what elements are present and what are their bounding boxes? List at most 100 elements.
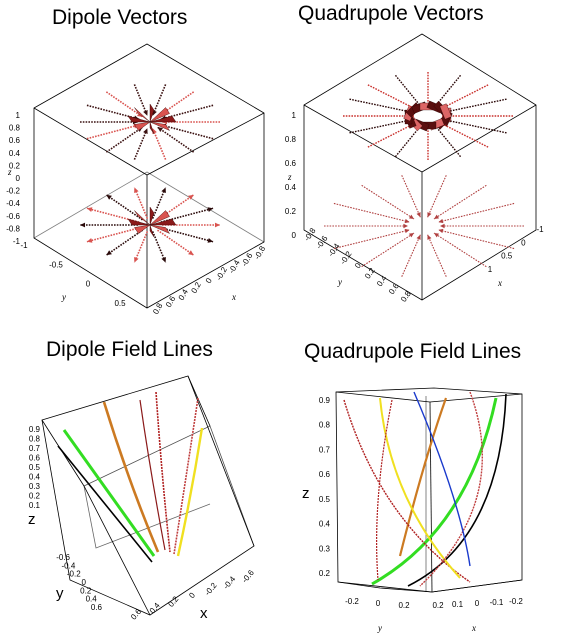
tick-label: -0.6 <box>240 251 255 268</box>
z-axis-ticks: 0.9 0.8 0.7 0.6 0.5 0.4 0.3 0.2 <box>319 396 331 578</box>
vector-arrow <box>86 124 140 140</box>
tick-label: 0.9 <box>29 425 41 434</box>
tick-label: 1 <box>488 265 493 274</box>
tick-label: 0.2 <box>363 266 377 281</box>
vector-arrow <box>437 84 489 111</box>
vector-arrow <box>127 218 151 226</box>
tick-label: 0.5 <box>114 299 126 308</box>
vector-arrowhead <box>106 250 112 256</box>
tick-label: -0.6 <box>56 553 70 562</box>
bounding-box-outline <box>335 387 523 593</box>
tick-label: 0.6 <box>164 294 178 309</box>
vector-arrow <box>439 103 452 120</box>
vector-arrowhead <box>427 212 432 218</box>
vector-arrowhead <box>80 222 86 228</box>
vector-arrow <box>149 121 155 135</box>
quadrupole-vectors-title: Quadrupole Vectors <box>298 2 484 25</box>
tick-label: -0.4 <box>326 241 342 258</box>
vector-arrowhead <box>214 222 220 228</box>
tick-label: 1 <box>16 111 21 120</box>
field-line <box>379 397 461 579</box>
vector-arrow <box>134 224 151 234</box>
tick-label: -0.6 <box>240 568 256 585</box>
vector-arrow <box>105 229 143 256</box>
tick-label: 0.5 <box>501 252 513 261</box>
field-line <box>57 445 153 563</box>
tick-label: 0 <box>86 280 91 289</box>
tick-label: 0.1 <box>29 501 41 510</box>
tick-label: 0.8 <box>319 421 331 430</box>
vector-arrowhead <box>86 207 93 212</box>
vector-arrow <box>149 103 155 123</box>
vector-arrow <box>333 202 410 223</box>
tick-label: 0.2 <box>29 492 41 501</box>
x-axis-ticks: -1 0 0.5 1 <box>488 225 544 274</box>
field-line <box>176 427 204 557</box>
tick-label: 0 <box>292 231 297 240</box>
x-axis-label: x <box>231 292 236 302</box>
tick-label: -0.4 <box>62 561 76 570</box>
vector-arrowhead <box>427 234 432 240</box>
bounding-box-edge <box>33 171 265 243</box>
bounding-box-edge <box>187 375 211 427</box>
vector-arrowhead <box>404 218 410 224</box>
bounding-box-edge <box>303 104 537 173</box>
vector-arrow <box>134 107 151 123</box>
vector-arrowhead <box>403 223 408 229</box>
tick-label: 1 <box>292 111 297 120</box>
tick-label: 0.4 <box>319 520 331 529</box>
vector-arrow <box>157 229 195 256</box>
x-axis-ticks: 0.2 0.1 0 -0.1 -0.2 <box>432 597 523 610</box>
vector-arrowhead <box>134 187 139 194</box>
field-line <box>102 401 160 553</box>
z-axis-ticks: 0.90.80.70.60.50.40.30.20.1 <box>29 425 41 510</box>
vector-arrow <box>127 115 151 123</box>
vector-arrow <box>105 126 143 153</box>
field-line <box>371 397 498 586</box>
tick-label: -0.1 <box>490 598 504 607</box>
vector-arrow <box>133 187 149 219</box>
vector-arrow <box>433 232 487 268</box>
tick-label: 0.6 <box>91 603 103 612</box>
z-axis-label: z <box>302 485 310 502</box>
arrow-field <box>80 84 220 263</box>
vector-arrowhead <box>440 223 445 229</box>
y-axis-ticks: -0.8-0.6-0.4-0.2 00.20.40.60.8 <box>302 226 413 304</box>
quadrupole-field-lines-plot: 0.9 0.8 0.7 0.6 0.5 0.4 0.3 0.2 -0.2 0 0.2 0.2 0.1… <box>302 387 523 633</box>
tick-label: 0.8 <box>285 135 297 144</box>
vector-arrow <box>160 227 214 243</box>
vector-arrow <box>133 128 149 160</box>
tick-label: 0.8 <box>151 301 165 316</box>
y-axis-ticks: -0.2 0 0.2 <box>345 597 410 610</box>
vector-arrowhead <box>134 256 139 263</box>
tick-label: 0.5 <box>29 463 41 472</box>
tick-label: 0 <box>521 238 526 247</box>
tick-label: 0.6 <box>387 281 401 296</box>
vector-arrow <box>151 187 167 219</box>
tick-label: 0.4 <box>285 183 297 192</box>
vector-arrowhead <box>433 233 440 238</box>
vector-arrow <box>134 121 151 131</box>
z-axis-label: z <box>287 172 292 182</box>
tick-label: 0.6 <box>9 136 21 145</box>
bounding-box-edge <box>337 579 523 593</box>
tick-label: 0.4 <box>148 601 162 616</box>
tick-label: 0.4 <box>177 287 191 302</box>
vector-arrow <box>151 128 167 160</box>
bounding-box-edge <box>83 425 255 547</box>
vector-arrowhead <box>438 218 444 224</box>
z-axis-ticks: 1 0.8 0.6 0.4 0.2 0 -0.2 -0.4 -0.6 -0.8 -1 <box>6 111 20 246</box>
tick-label: 0.7 <box>319 445 331 454</box>
y-axis-label: y <box>56 585 64 602</box>
tick-label: 0.3 <box>29 482 41 491</box>
vector-arrow <box>133 84 149 116</box>
tick-label: -0.6 <box>6 212 20 221</box>
vector-arrow <box>440 98 507 114</box>
bounding-box-edge <box>33 107 265 176</box>
z-axis-label: z <box>28 511 36 528</box>
tick-label: 0 <box>82 578 87 587</box>
tick-label: 0.4 <box>29 473 41 482</box>
x-axis-ticks: -0.8-0.6-0.4-0.200.20.40.60.8 <box>151 244 267 316</box>
tick-label: -0.2 <box>67 570 81 579</box>
tick-label: -0.8 <box>252 244 267 261</box>
